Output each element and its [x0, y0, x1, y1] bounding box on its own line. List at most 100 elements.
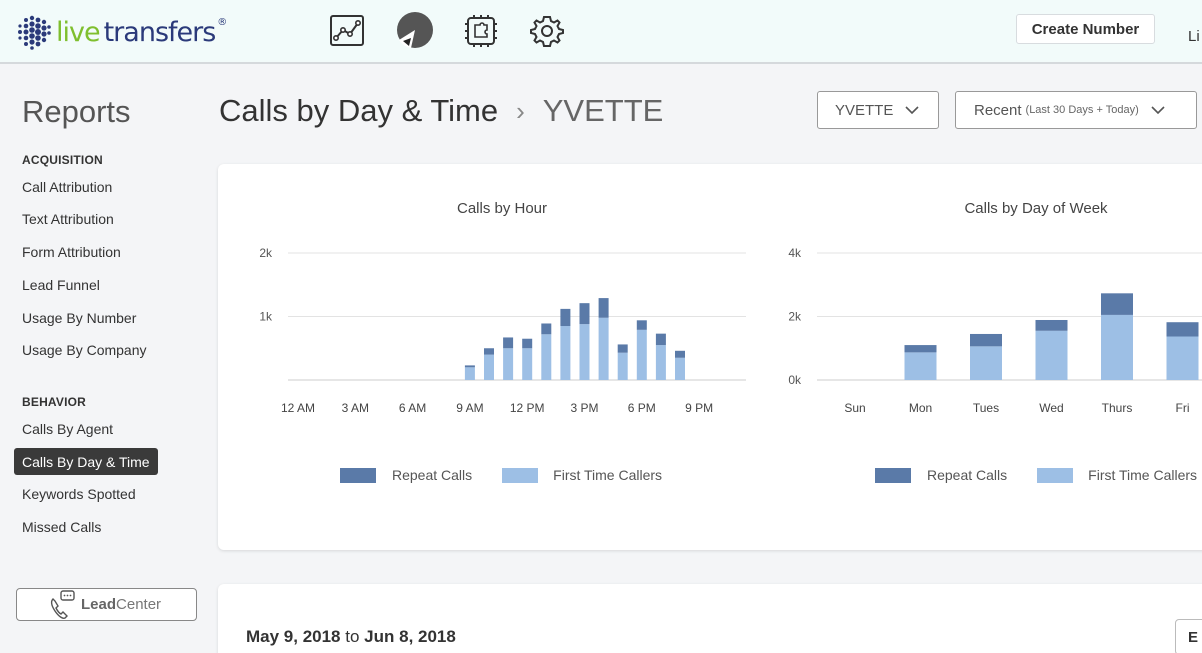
- x-tick-label: 9 AM: [456, 401, 483, 415]
- bar-repeat-calls[interactable]: [579, 303, 590, 325]
- bar-repeat-calls[interactable]: [522, 338, 533, 349]
- bar-first-time-callers[interactable]: [1035, 330, 1068, 380]
- y-tick-label: 2k: [788, 310, 802, 324]
- nav-settings-icon[interactable]: [528, 12, 566, 50]
- bar-repeat-calls[interactable]: [1166, 322, 1199, 337]
- legend-label-first: First Time Callers: [1088, 467, 1198, 483]
- logo-live-text: live: [56, 16, 101, 48]
- bar-repeat-calls[interactable]: [970, 333, 1002, 347]
- bar-first-time-callers[interactable]: [579, 324, 590, 380]
- bar-first-time-callers[interactable]: [484, 354, 494, 380]
- bar-repeat-calls[interactable]: [1101, 293, 1133, 315]
- gear-icon: [530, 16, 564, 47]
- x-tick-label: 3 AM: [342, 401, 369, 415]
- user-menu[interactable]: Li: [1188, 28, 1200, 45]
- x-tick-label: Fri: [1176, 401, 1190, 415]
- sidebar-item-text-attribution[interactable]: Text Attribution: [22, 210, 114, 227]
- legend-swatch-repeat: [340, 467, 376, 483]
- y-tick-label: 1k: [259, 310, 273, 324]
- logo-wordmark: live transfers ®: [56, 16, 227, 48]
- sidebar-item-usage-by-company[interactable]: Usage By Company: [22, 341, 147, 358]
- bar-repeat-calls[interactable]: [675, 350, 685, 358]
- bar-first-time-callers[interactable]: [970, 346, 1002, 380]
- leadcenter-label: LeadCenter: [81, 596, 161, 613]
- bar-first-time-callers[interactable]: [1166, 336, 1199, 380]
- bar-first-time-callers[interactable]: [904, 352, 937, 380]
- puzzle-icon: [465, 15, 497, 47]
- bar-first-time-callers[interactable]: [522, 348, 533, 380]
- bar-first-time-callers[interactable]: [636, 329, 647, 380]
- sidebar-item-usage-by-number[interactable]: Usage By Number: [22, 309, 137, 326]
- breadcrumb-separator: ›: [516, 95, 525, 126]
- x-tick-label: Mon: [909, 401, 932, 415]
- sidebar-item-missed-calls[interactable]: Missed Calls: [22, 518, 102, 535]
- bar-repeat-calls[interactable]: [636, 320, 647, 330]
- bar-repeat-calls[interactable]: [464, 365, 475, 368]
- bar-repeat-calls[interactable]: [655, 333, 666, 346]
- sidebar-item-calls-by-agent[interactable]: Calls By Agent: [22, 420, 114, 437]
- bar-first-time-callers[interactable]: [541, 334, 552, 380]
- bar-first-time-callers[interactable]: [1101, 314, 1133, 380]
- bar-repeat-calls[interactable]: [484, 348, 494, 355]
- section-heading-acquisition: ACQUISITION: [22, 153, 103, 167]
- nav-reports-icon[interactable]: [395, 10, 435, 50]
- bar-first-time-callers[interactable]: [503, 348, 514, 380]
- bar-repeat-calls[interactable]: [617, 344, 628, 353]
- date-range-connector: to: [345, 627, 360, 646]
- bar-first-time-callers[interactable]: [655, 345, 666, 380]
- bar-repeat-calls[interactable]: [904, 345, 937, 353]
- date-range-to: Jun 8, 2018: [364, 627, 456, 646]
- leadcenter-label-bold: Lead: [81, 596, 117, 613]
- bar-first-time-callers[interactable]: [675, 357, 685, 380]
- date-range-from: May 9, 2018: [246, 627, 341, 646]
- sidebar-item-calls-by-day-time[interactable]: Calls By Day & Time: [14, 448, 158, 475]
- sidebar-item-call-attribution[interactable]: Call Attribution: [22, 178, 113, 195]
- sidebar-item-lead-funnel[interactable]: Lead Funnel: [22, 276, 100, 293]
- chart-title-hour: Calls by Hour: [456, 200, 548, 217]
- x-tick-label: 6 PM: [628, 401, 656, 415]
- export-button[interactable]: E: [1175, 619, 1202, 653]
- bar-first-time-callers[interactable]: [617, 352, 628, 380]
- bar-repeat-calls[interactable]: [503, 337, 514, 349]
- calls-table-card: [218, 584, 1202, 653]
- pie-chart-icon: [397, 12, 433, 48]
- bar-repeat-calls[interactable]: [598, 298, 609, 318]
- page-title-text: Calls by Day & Time: [219, 93, 499, 128]
- bar-first-time-callers[interactable]: [560, 326, 571, 380]
- x-tick-label: 3 PM: [570, 401, 598, 415]
- brand-logo[interactable]: live transfers ®: [16, 13, 232, 51]
- bar-repeat-calls[interactable]: [541, 323, 552, 335]
- calls-by-hour-chart: 1k 2k 12 AM 3 AM 6 AM 9 AM 12 PM 3 PM 6 PM 9 PM: [259, 246, 746, 415]
- leadcenter-button[interactable]: LeadCenter: [16, 588, 197, 621]
- legend-label-first: First Time Callers: [553, 467, 663, 483]
- x-tick-label: 6 AM: [399, 401, 426, 415]
- date-range-value: Recent: [974, 101, 1022, 119]
- section-heading-behavior: BEHAVIOR: [22, 395, 87, 409]
- legend-day: Repeat Calls First Time Callers: [875, 467, 1197, 483]
- logo-dots-icon: [18, 15, 51, 50]
- date-range-detail: (Last 30 Days + Today): [1025, 104, 1139, 116]
- nav-analytics-icon[interactable]: [328, 12, 366, 50]
- legend-swatch-repeat: [875, 467, 911, 483]
- x-tick-label: Tues: [973, 401, 999, 415]
- bar-first-time-callers[interactable]: [598, 317, 609, 380]
- page-title: Calls by Day & Time › YVETTE: [219, 93, 663, 129]
- bar-first-time-callers[interactable]: [464, 367, 475, 380]
- bar-repeat-calls[interactable]: [1035, 319, 1068, 331]
- date-range-dropdown[interactable]: Recent (Last 30 Days + Today): [955, 91, 1197, 129]
- create-number-button[interactable]: Create Number: [1016, 14, 1155, 44]
- x-tick-label: 12 PM: [510, 401, 545, 415]
- logo-registered-mark: ®: [217, 16, 227, 28]
- x-tick-label: 12 AM: [281, 401, 315, 415]
- nav-integrations-icon[interactable]: [462, 12, 500, 50]
- sidebar-item-keywords-spotted[interactable]: Keywords Spotted: [22, 485, 136, 502]
- logo-transfers-text: transfers: [103, 16, 217, 48]
- sidebar-item-form-attribution[interactable]: Form Attribution: [22, 243, 121, 260]
- phone-chat-icon: [50, 589, 75, 619]
- breadcrumb-agent: YVETTE: [542, 93, 664, 128]
- legend-hour: Repeat Calls First Time Callers: [340, 467, 662, 483]
- chart-title-day: Calls by Day of Week: [964, 200, 1108, 217]
- bar-repeat-calls[interactable]: [560, 308, 571, 327]
- agent-dropdown[interactable]: YVETTE: [817, 91, 939, 129]
- chevron-down-icon: [905, 106, 919, 115]
